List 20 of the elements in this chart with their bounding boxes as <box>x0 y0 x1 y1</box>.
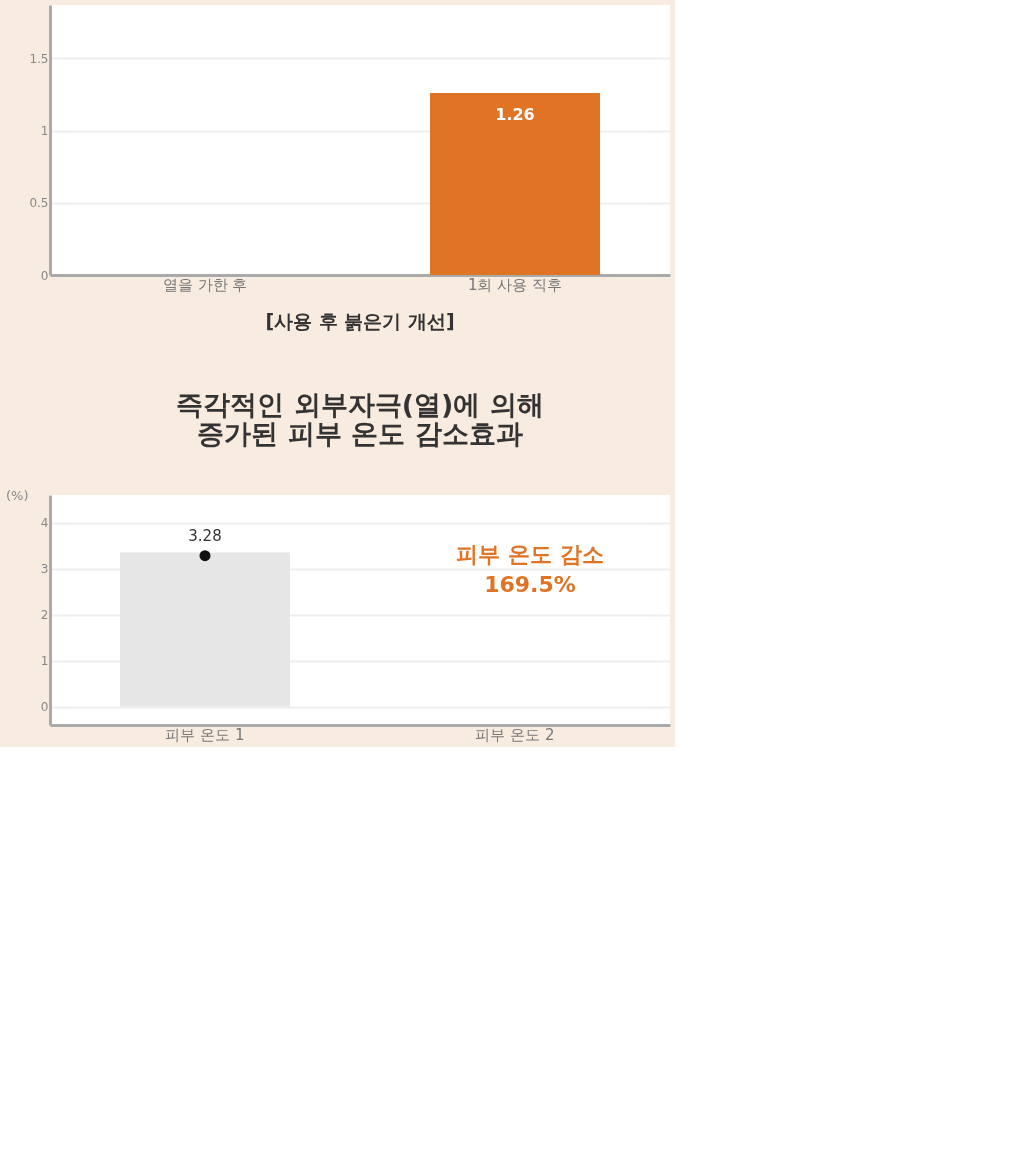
x-tick-label: 1회 사용 직후 <box>467 275 563 294</box>
y-tick-label: 2 <box>40 608 49 623</box>
y-axis-title: (%) <box>6 487 29 503</box>
y-tick-label: 0.5 <box>29 196 49 211</box>
y-tick-label: 0 <box>40 268 49 283</box>
x-tick-label: 열을 가한 후 <box>162 275 248 294</box>
text: 즉각적인 외부자극(열)에 의해 <box>176 389 544 420</box>
x-tick-label: 피부 온도 1 <box>165 725 245 744</box>
text: 증가된 피부 온도 감소효과 <box>197 418 523 449</box>
y-tick-label: 4 <box>40 516 49 531</box>
y-tick-label: 1.5 <box>29 51 49 66</box>
data-label: 3.28 <box>188 526 222 545</box>
y-tick-label: 3 <box>40 562 49 577</box>
annotation: 피부 온도 감소 169.5% <box>456 542 604 597</box>
data-label: 1.26 <box>495 105 535 125</box>
y-tick-label: 1 <box>40 124 49 139</box>
x-tick-label: 피부 온도 2 <box>475 725 555 744</box>
y-tick-label: 0 <box>40 700 49 715</box>
text: [사용 후 붉은기 개선] <box>265 310 455 332</box>
y-tick-label: 1 <box>40 654 49 669</box>
